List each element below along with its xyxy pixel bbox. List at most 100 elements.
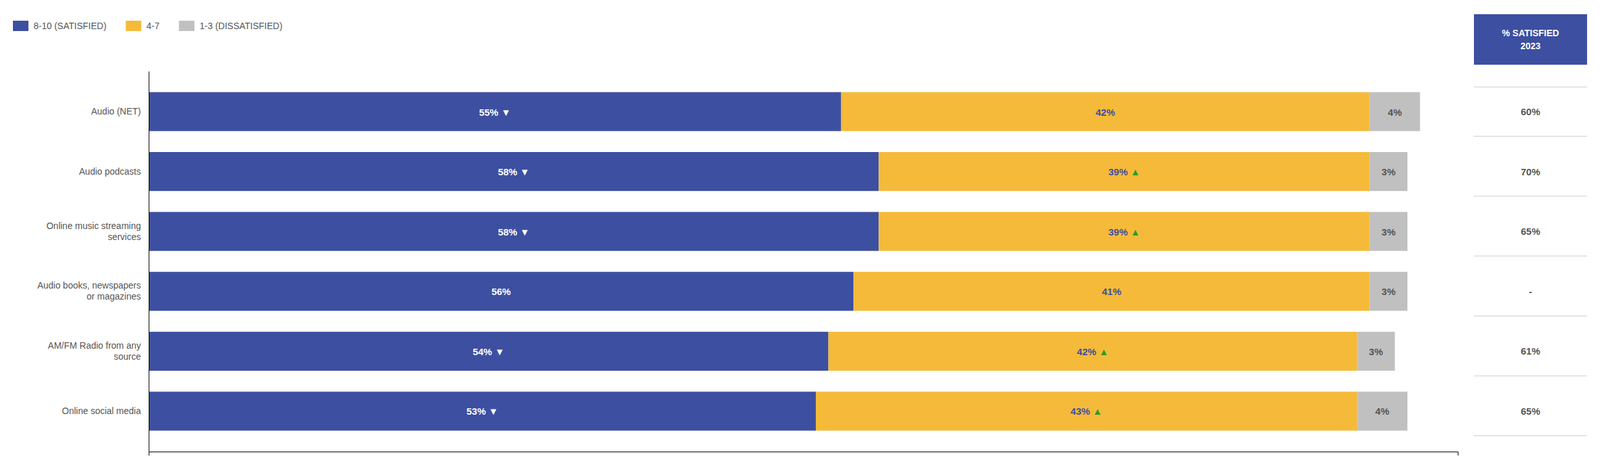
data-label-part: 58% — [497, 225, 520, 237]
data-label: 3% — [1381, 166, 1396, 178]
legend-label: 4-7 — [146, 20, 160, 32]
data-labels: 55% ▼58% ▼58% ▼56%54% ▼53% ▼42%39% ▲39% … — [466, 106, 1402, 417]
bar-segment — [1369, 91, 1421, 131]
legend-item: 1-3 (DISSATISFIED) — [179, 20, 283, 32]
y-tick: Audio podcasts — [78, 166, 149, 177]
data-label-part: ▼ — [488, 405, 499, 417]
y-tick-label-line: services — [107, 231, 141, 242]
y-tick-label-line: or magazines — [86, 290, 141, 302]
y-axis-line — [148, 71, 150, 452]
plot: 55% ▼58% ▼58% ▼56%54% ▼53% ▼42%39% ▲39% … — [37, 71, 1459, 456]
y-tick-label: Online social media — [62, 405, 141, 416]
x-axis — [149, 451, 1459, 456]
y-tick-label: Audio podcasts — [78, 166, 141, 177]
comparison-value: - — [1528, 285, 1533, 297]
data-label: 39% ▲ — [1108, 166, 1140, 178]
data-label-part: 55% — [479, 106, 502, 118]
data-label-part: 3% — [1381, 285, 1396, 297]
legend-label: 1-3 (DISSATISFIED) — [199, 20, 283, 32]
data-label-part: 56% — [491, 285, 511, 297]
bar-segment — [878, 151, 1370, 191]
row-divider — [1473, 135, 1588, 137]
y-axis: Audio (NET) Audio podcasts Online music st… — [37, 71, 150, 452]
comparison-column: % SATISFIED202360%70%65%-61%65% — [1473, 14, 1588, 436]
row-divider — [1473, 374, 1588, 376]
data-label: 53% ▼ — [466, 405, 498, 417]
bar-segment — [1369, 212, 1408, 251]
comparison-value: 61% — [1520, 345, 1540, 357]
data-label-part: 4% — [1387, 106, 1403, 118]
y-tick-label-line: source — [113, 351, 141, 362]
data-label: 41% — [1102, 285, 1122, 297]
y-tick-label-line: Online music streaming — [46, 220, 141, 231]
data-label-part: ▲ — [1130, 166, 1141, 178]
bar-segment — [1356, 331, 1395, 371]
bar-segment — [148, 391, 816, 430]
data-label-part: ▼ — [519, 166, 530, 178]
comparison-value: 60% — [1520, 106, 1540, 118]
x-axis-line — [149, 451, 1459, 456]
bar-segment — [148, 91, 842, 131]
data-label-part: 3% — [1369, 345, 1384, 357]
bar-segment — [148, 151, 879, 191]
series-bars — [815, 91, 1370, 430]
comparison-value: 70% — [1520, 166, 1540, 178]
y-tick-label: Audio books, newspapersor magazines — [37, 279, 141, 302]
comparison-value: 65% — [1520, 225, 1540, 237]
row-divider — [1473, 255, 1588, 256]
legend-item: 8-10 (SATISFIED) — [12, 20, 107, 32]
y-tick: Audio (NET) — [91, 106, 149, 117]
bar-segment — [148, 331, 829, 371]
data-label: 58% ▼ — [497, 225, 530, 237]
y-tick: AM/FM Radio from anysource — [47, 340, 149, 362]
data-label-part: 43% — [1070, 405, 1093, 417]
row-divider — [1473, 195, 1588, 197]
row-divider — [1473, 435, 1588, 436]
row-divider — [1473, 86, 1588, 88]
y-tick-label-line: Audio (NET) — [91, 106, 141, 117]
data-label: 54% ▼ — [472, 345, 505, 357]
data-label-part: ▼ — [494, 345, 505, 357]
bar-segment — [815, 391, 1357, 430]
y-tick: Audio books, newspapersor magazines — [37, 279, 149, 302]
data-label-part: ▼ — [519, 225, 530, 237]
legend-swatch — [12, 20, 29, 32]
data-label-part: 58% — [497, 166, 520, 178]
data-label-part: 42% — [1077, 345, 1099, 357]
data-label: 4% — [1387, 106, 1403, 118]
data-label: 56% — [491, 285, 511, 297]
bar-segment — [148, 212, 879, 251]
series-bars — [148, 91, 879, 430]
y-tick: Online social media — [62, 405, 149, 416]
data-label: 39% ▲ — [1108, 225, 1140, 237]
comparison-value: 65% — [1520, 405, 1540, 417]
bar-segment — [1369, 151, 1408, 191]
data-label-part: 39% — [1108, 225, 1131, 237]
y-tick-label: AM/FM Radio from anysource — [47, 340, 141, 362]
data-label: 3% — [1369, 345, 1384, 357]
data-label-part: ▲ — [1092, 405, 1103, 417]
data-label-part: 39% — [1108, 166, 1131, 178]
legend-swatch — [126, 20, 142, 32]
chart: 55% ▼58% ▼58% ▼56%54% ▼53% ▼42%39% ▲39% … — [0, 0, 1600, 471]
y-tick-label: Online music streamingservices — [46, 220, 141, 242]
y-tick-label-line: Audio books, newspapers — [37, 279, 141, 291]
y-tick-label: Audio (NET) — [91, 106, 141, 117]
data-label: 4% — [1375, 405, 1390, 417]
y-tick-label-line: Online social media — [62, 405, 141, 416]
data-label-part: 42% — [1095, 106, 1116, 118]
data-label-part: ▼ — [501, 106, 511, 118]
series-bars — [1356, 91, 1420, 430]
data-label: 42% — [1095, 106, 1116, 118]
data-label: 42% ▲ — [1077, 345, 1109, 357]
comparison-header-line: % SATISFIED — [1501, 27, 1559, 39]
y-tick: Online music streamingservices — [46, 220, 149, 242]
data-label-part: 54% — [472, 345, 495, 357]
legend-swatch — [179, 20, 195, 32]
data-label-part: ▲ — [1098, 345, 1109, 357]
bar-segment — [1356, 391, 1408, 430]
data-label-part: 53% — [466, 405, 489, 417]
legend-label: 8-10 (SATISFIED) — [33, 20, 107, 32]
legend: 8-10 (SATISFIED) 4-7 1-3 (DISSATISFIED) — [12, 20, 283, 32]
row-divider — [1473, 315, 1588, 317]
